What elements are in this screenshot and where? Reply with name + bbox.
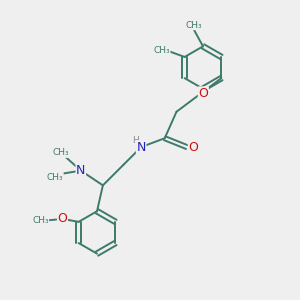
Text: O: O xyxy=(188,141,198,154)
Text: CH₃: CH₃ xyxy=(186,21,202,30)
Text: CH₃: CH₃ xyxy=(32,216,49,225)
Text: CH₃: CH₃ xyxy=(52,148,69,158)
Text: H: H xyxy=(133,136,139,145)
Text: N: N xyxy=(76,164,86,177)
Text: N: N xyxy=(136,141,146,154)
Text: CH₃: CH₃ xyxy=(46,172,63,182)
Text: O: O xyxy=(58,212,68,225)
Text: CH₃: CH₃ xyxy=(153,46,170,55)
Text: O: O xyxy=(198,87,208,100)
